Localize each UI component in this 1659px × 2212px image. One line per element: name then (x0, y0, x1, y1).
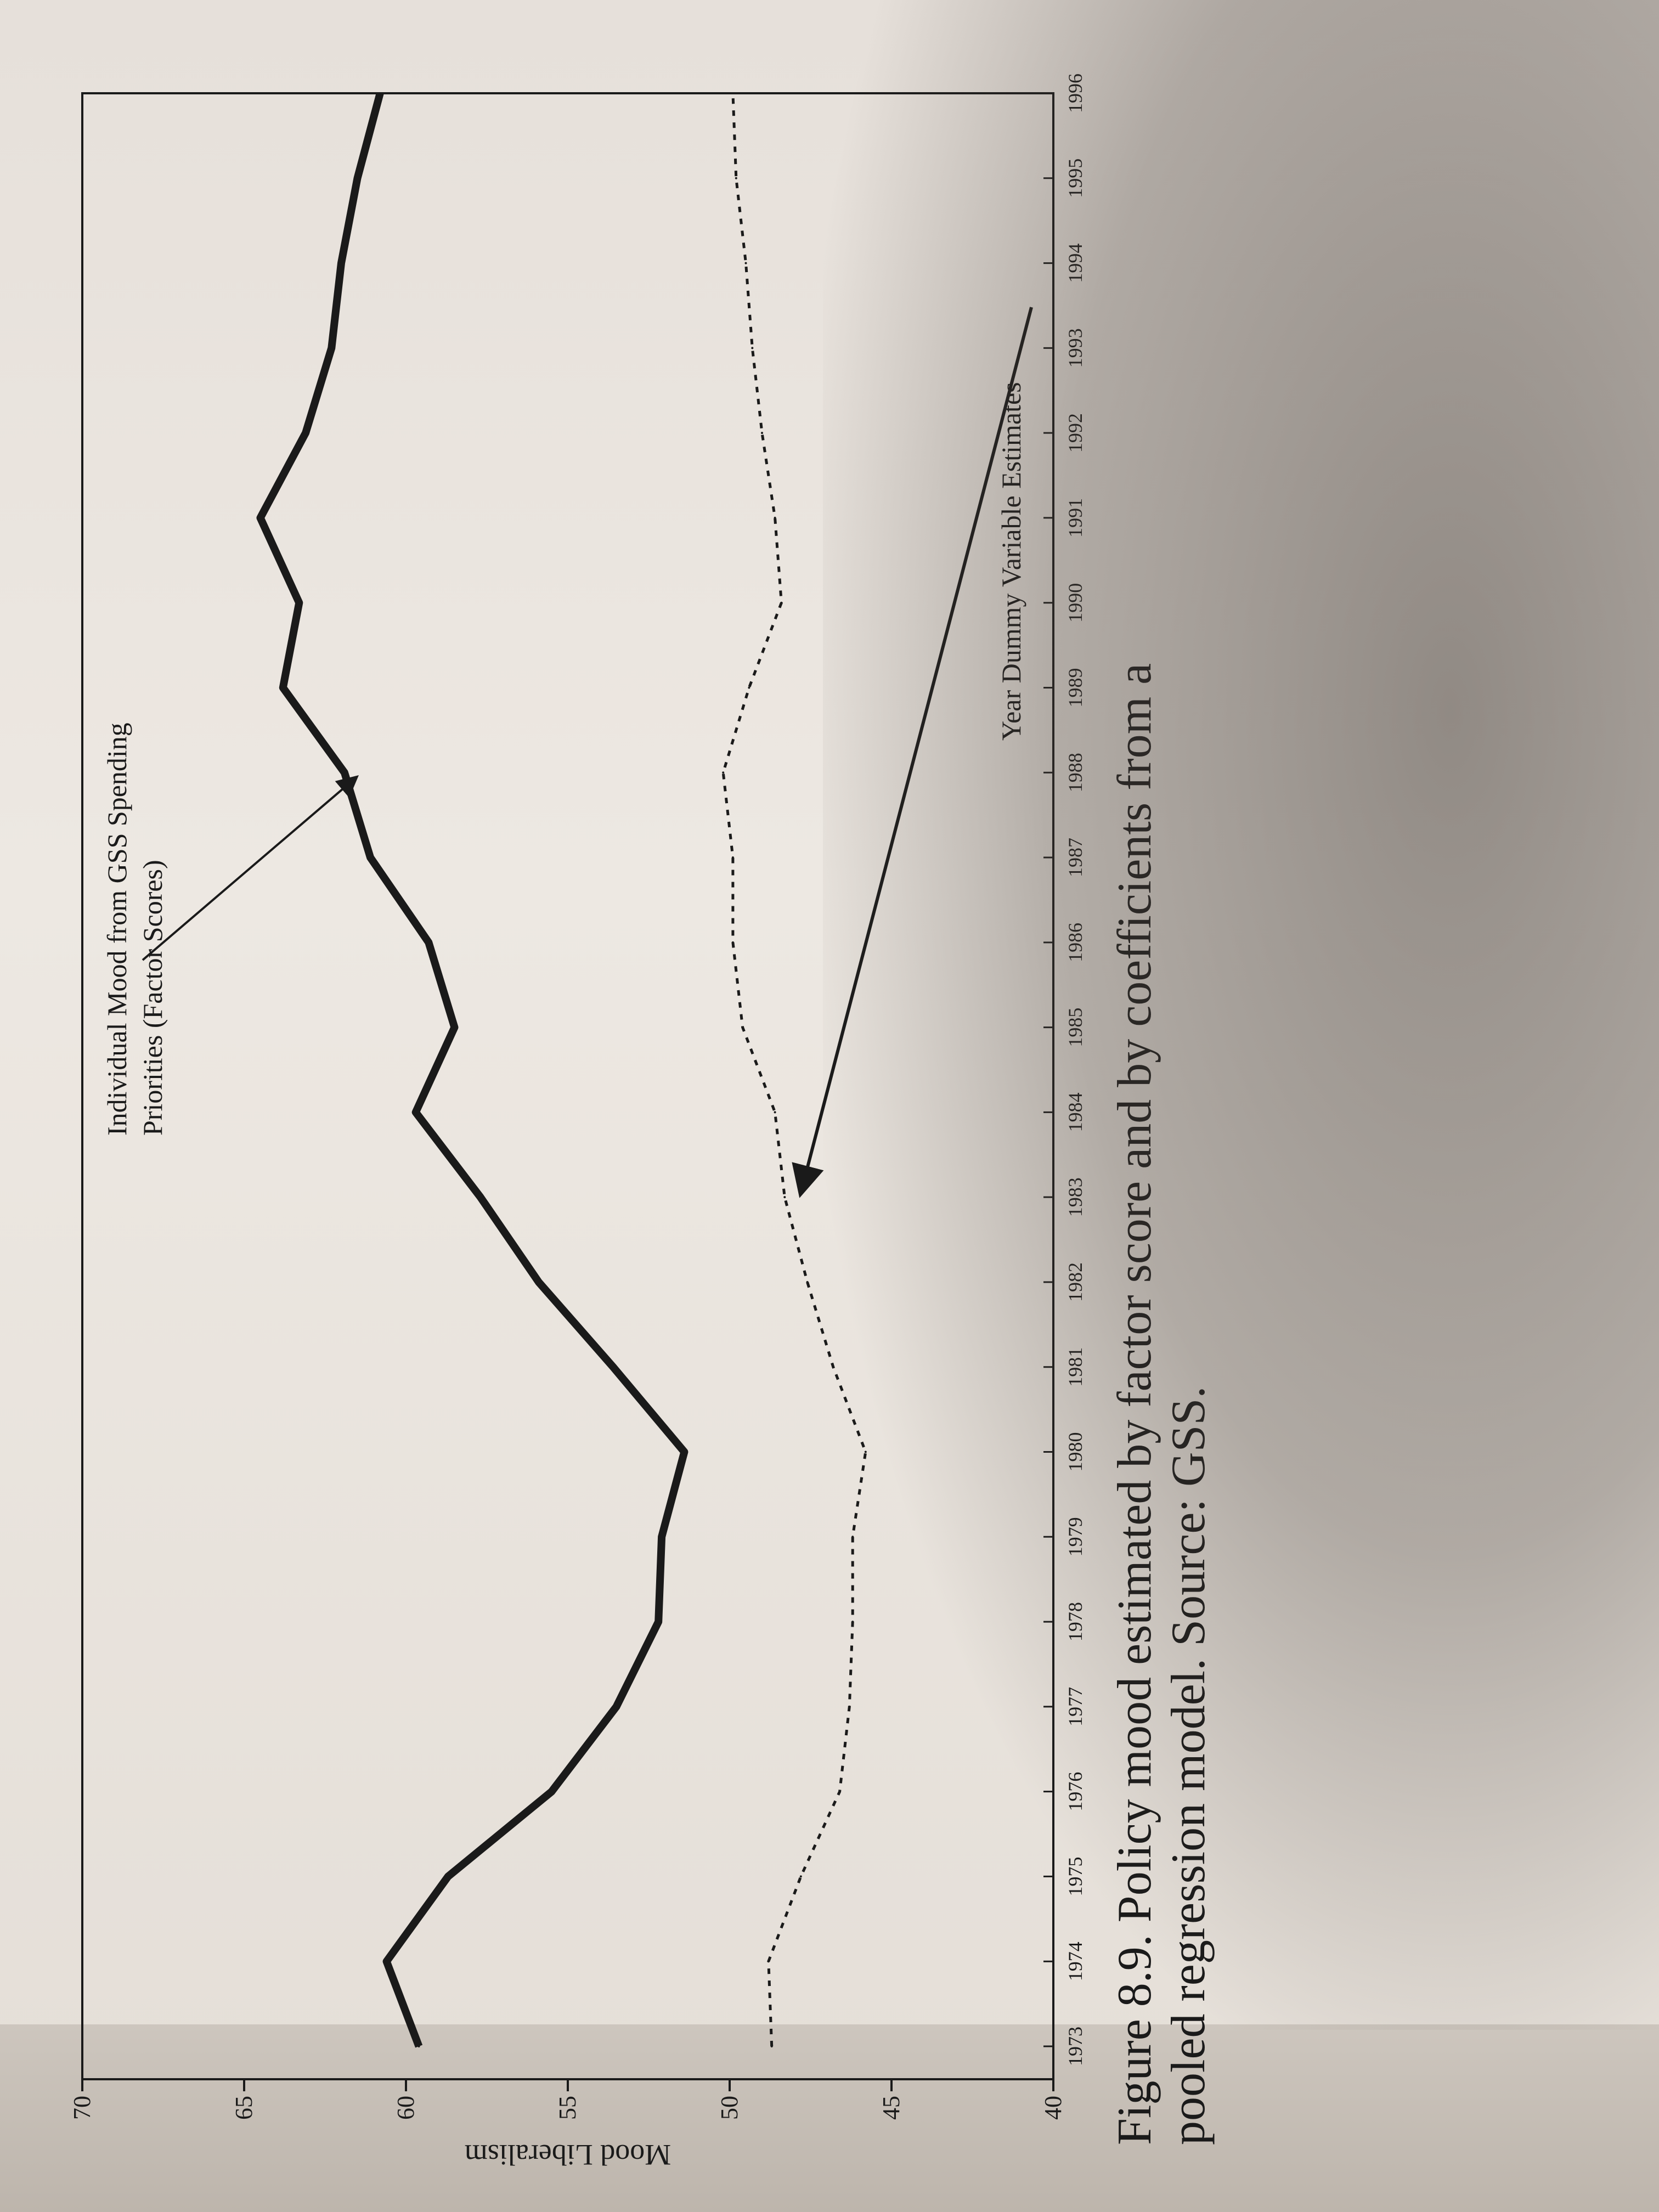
x-tick-label: 1995 (1064, 159, 1086, 198)
x-tick-label: 1993 (1064, 328, 1086, 368)
point-dummy (783, 1196, 786, 1199)
series-line-dummy (721, 93, 867, 2047)
page-edge (0, 2024, 1659, 2212)
point-mood (343, 771, 346, 774)
x-tick-label: 1973 (1064, 2027, 1086, 2066)
point-dummy (848, 1705, 851, 1708)
x-tick-label: 1985 (1064, 1008, 1086, 1047)
y-tick-label: 40 (1040, 2096, 1066, 2120)
point-mood (453, 1026, 456, 1029)
figure-caption: Figure 8.9. Policy mood estimated by fac… (1108, 115, 1216, 2145)
x-tick-label: 1994 (1064, 244, 1086, 283)
point-mood (379, 92, 381, 94)
point-dummy (851, 1536, 854, 1538)
point-dummy (748, 686, 751, 689)
point-mood (537, 1280, 540, 1283)
point-mood (661, 1536, 663, 1538)
x-tick-label: 1990 (1064, 583, 1086, 623)
x-tick-label: 1982 (1064, 1262, 1086, 1302)
point-dummy (838, 1790, 841, 1793)
point-dummy (851, 1621, 854, 1623)
point-dummy (741, 1026, 744, 1029)
point-mood (304, 432, 307, 435)
x-tick-label: 1984 (1064, 1092, 1086, 1132)
point-mood (369, 856, 372, 859)
point-mood (340, 262, 342, 264)
x-tick-label: 1977 (1064, 1687, 1086, 1726)
y-tick-label: 55 (554, 2096, 581, 2120)
annotation-mood-line1: Individual Mood from GSS Spending (101, 723, 132, 1136)
caption-line-2: pooled regression model. Source: GSS. (1162, 1386, 1215, 2145)
point-dummy (751, 347, 754, 349)
point-mood (385, 1960, 388, 1963)
point-mood (447, 1875, 449, 1878)
x-tick-label: 1978 (1064, 1602, 1086, 1641)
x-tick-label: 1980 (1064, 1432, 1086, 1472)
point-dummy (731, 941, 734, 944)
point-dummy (761, 432, 763, 435)
point-dummy (774, 516, 776, 519)
point-dummy (731, 92, 734, 94)
point-mood (615, 1705, 618, 1708)
x-axis: 1973 1974 1975 1976 1977 1978 1979 1980 1981 1982… (1043, 74, 1086, 2066)
x-tick-label: 1983 (1064, 1177, 1086, 1217)
point-dummy (770, 2045, 773, 2047)
y-tick-label: 45 (878, 2096, 905, 2120)
series-group (256, 92, 867, 2048)
y-tick-label: 65 (230, 2096, 257, 2120)
x-tick-label: 1988 (1064, 753, 1086, 792)
annotations: Individual Mood from GSS Spending Priori… (101, 307, 1033, 1198)
y-axis: 40 45 50 55 60 65 70 (69, 2079, 1066, 2120)
annotation-mood-line2: Priorities (Factor Scores) (137, 860, 168, 1136)
x-tick-label: 1987 (1064, 838, 1086, 877)
point-dummy (806, 1280, 809, 1283)
series-line-mood (256, 92, 689, 2048)
plot-border (81, 92, 1054, 2080)
point-dummy (832, 1365, 834, 1368)
point-mood (417, 2045, 420, 2047)
point-mood (259, 516, 262, 519)
point-dummy (722, 771, 725, 774)
y-axis-title: Mood Liberalism (465, 2138, 671, 2167)
annotation-arrow-dummy (792, 307, 1033, 1198)
point-mood (683, 1451, 686, 1453)
x-tick-label: 1976 (1064, 1772, 1086, 1812)
figure: 40 45 50 55 60 65 70 1973 1974 1975 1976 1977 1978 1… (11, 66, 1328, 2167)
point-dummy (744, 262, 747, 264)
point-mood (427, 941, 430, 944)
caption-line-1: Figure 8.9. Policy mood estimated by fac… (1108, 663, 1161, 2145)
point-dummy (780, 601, 783, 604)
point-dummy (799, 1875, 802, 1878)
x-tick-label: 1989 (1064, 668, 1086, 707)
point-dummy (731, 856, 734, 859)
point-mood (356, 177, 359, 179)
point-mood (550, 1790, 553, 1793)
x-tick-label: 1992 (1064, 413, 1086, 453)
x-tick-label: 1991 (1064, 498, 1086, 538)
point-mood (414, 1111, 417, 1114)
point-mood (479, 1196, 482, 1199)
y-tick-label: 50 (716, 2096, 743, 2120)
x-tick-label: 1986 (1064, 923, 1086, 962)
point-mood (612, 1365, 614, 1368)
annotation-dummy: Year Dummy Variable Estimates (996, 382, 1026, 741)
point-mood (298, 601, 301, 604)
point-mood (330, 347, 333, 349)
point-dummy (864, 1451, 867, 1453)
point-dummy (735, 177, 737, 179)
x-tick-label: 1979 (1064, 1517, 1086, 1556)
x-tick-label: 1981 (1064, 1347, 1086, 1387)
y-tick-label: 60 (392, 2096, 419, 2120)
x-tick-label: 1975 (1064, 1857, 1086, 1896)
x-tick-label: 1996 (1064, 74, 1086, 113)
annotation-arrow-mood (142, 775, 359, 961)
plot-frame (81, 92, 1054, 2080)
x-tick-label: 1974 (1064, 1942, 1086, 1981)
point-mood (657, 1621, 660, 1623)
point-dummy (767, 1960, 770, 1963)
point-mood (281, 686, 284, 689)
point-dummy (774, 1111, 776, 1114)
y-tick-label: 70 (69, 2096, 95, 2120)
